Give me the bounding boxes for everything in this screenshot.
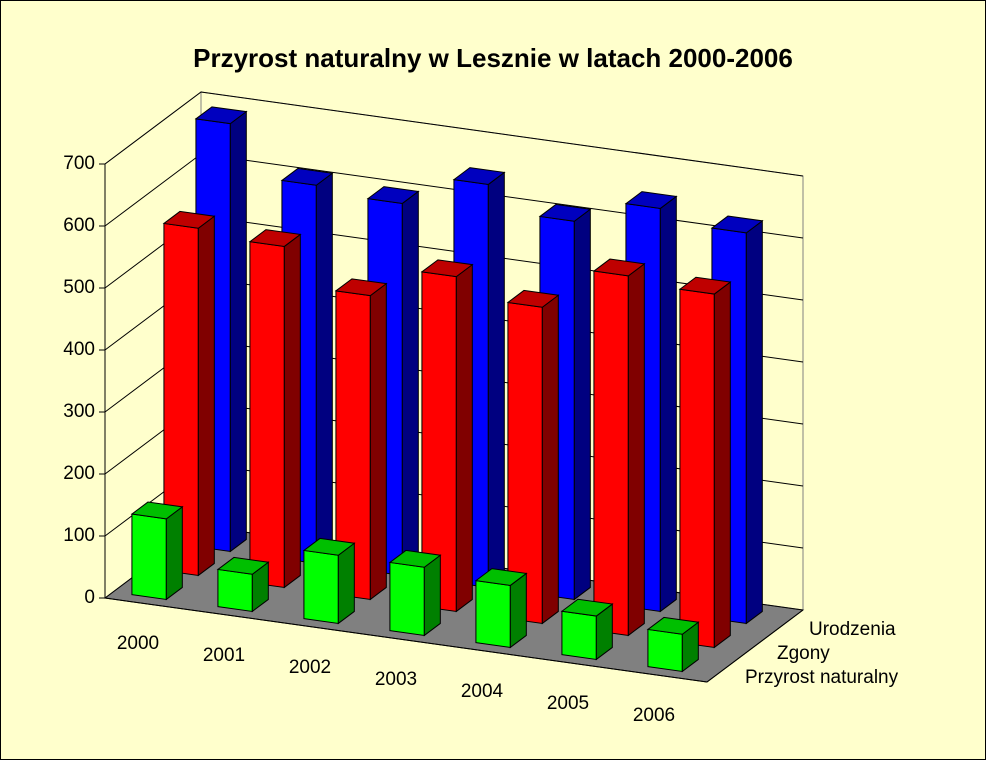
bar-side xyxy=(423,554,441,637)
x-tick-label: 2003 xyxy=(375,669,417,690)
x-tick-label: 2002 xyxy=(289,657,331,678)
bar-front xyxy=(131,513,167,601)
bar-side xyxy=(165,505,183,601)
z-axis xyxy=(706,609,804,683)
bar-top xyxy=(592,258,646,277)
bar-top xyxy=(130,501,184,520)
bar-top xyxy=(624,191,678,209)
bar xyxy=(130,501,184,601)
bar-front xyxy=(593,270,629,637)
bar xyxy=(678,276,732,649)
bar-side xyxy=(229,110,247,553)
bar-side xyxy=(401,190,419,577)
bar xyxy=(334,278,388,601)
bar xyxy=(216,556,270,613)
y-tick-label: 700 xyxy=(63,153,95,174)
bar-top xyxy=(280,167,334,186)
bar-side xyxy=(337,542,355,625)
bar-side xyxy=(283,233,301,589)
bar-top xyxy=(248,229,302,247)
y-tick-label: 300 xyxy=(63,401,95,422)
y-tick-label: 100 xyxy=(63,525,95,546)
bar-top xyxy=(646,616,700,635)
x-tick-label: 2000 xyxy=(117,633,159,654)
y-tick-label: 500 xyxy=(63,277,95,298)
bar-front xyxy=(647,628,683,673)
bar-side xyxy=(369,282,387,601)
bar xyxy=(560,598,614,661)
bar-top xyxy=(302,537,356,556)
bar-side xyxy=(487,171,505,589)
bar-front xyxy=(217,568,253,613)
bar-top xyxy=(678,276,732,295)
bar-side xyxy=(197,215,215,577)
bar xyxy=(592,258,646,637)
bar xyxy=(420,259,474,613)
bar-top xyxy=(334,278,388,297)
bar xyxy=(302,537,356,625)
bar xyxy=(388,549,442,637)
bar-top xyxy=(420,259,474,278)
bar-side xyxy=(509,572,527,649)
chart-title: Przyrost naturalny w Lesznie w latach 20… xyxy=(193,43,793,73)
bar-side xyxy=(713,281,731,649)
bar-side xyxy=(659,195,677,613)
bar-side xyxy=(455,263,473,613)
x-axis xyxy=(104,597,708,683)
bar xyxy=(506,289,560,625)
x-tick-label: 2004 xyxy=(461,681,504,702)
y-tick-label: 400 xyxy=(63,339,95,360)
bar xyxy=(474,568,528,649)
bar-front xyxy=(303,549,339,625)
bar-side xyxy=(627,262,645,637)
bar-top xyxy=(194,106,248,125)
grid-line xyxy=(104,91,804,177)
bar-side xyxy=(745,219,763,625)
bar xyxy=(248,229,302,589)
bar-front xyxy=(249,241,285,589)
bar-side xyxy=(573,208,591,601)
bar-front xyxy=(679,288,715,649)
bar-side xyxy=(541,294,559,625)
x-tick-label: 2001 xyxy=(203,645,245,666)
y-tick-label: 600 xyxy=(63,215,95,236)
bar-top xyxy=(388,549,442,568)
bar xyxy=(646,616,700,673)
bar-top xyxy=(162,210,216,229)
series-label: Przyrost naturalny xyxy=(745,667,899,688)
bar-side xyxy=(315,172,333,565)
bar xyxy=(162,210,216,577)
bar-top xyxy=(452,167,506,185)
x-tick-label: 2005 xyxy=(547,693,589,714)
y-tick-label: 0 xyxy=(84,587,95,608)
series-label: Urodzenia xyxy=(809,619,896,640)
x-tick-label: 2006 xyxy=(633,705,675,726)
y-tick-label: 200 xyxy=(63,463,95,484)
series-label: Zgony xyxy=(777,643,830,664)
bar-top xyxy=(366,186,420,204)
bar-front xyxy=(389,561,425,637)
bar-top xyxy=(710,215,764,234)
bar-top xyxy=(474,568,528,586)
bar-front xyxy=(475,580,511,649)
bar-front xyxy=(561,610,597,661)
bar-top xyxy=(506,289,560,308)
bar-top xyxy=(216,556,270,575)
bar-top xyxy=(560,598,614,617)
bar-top xyxy=(538,203,592,222)
